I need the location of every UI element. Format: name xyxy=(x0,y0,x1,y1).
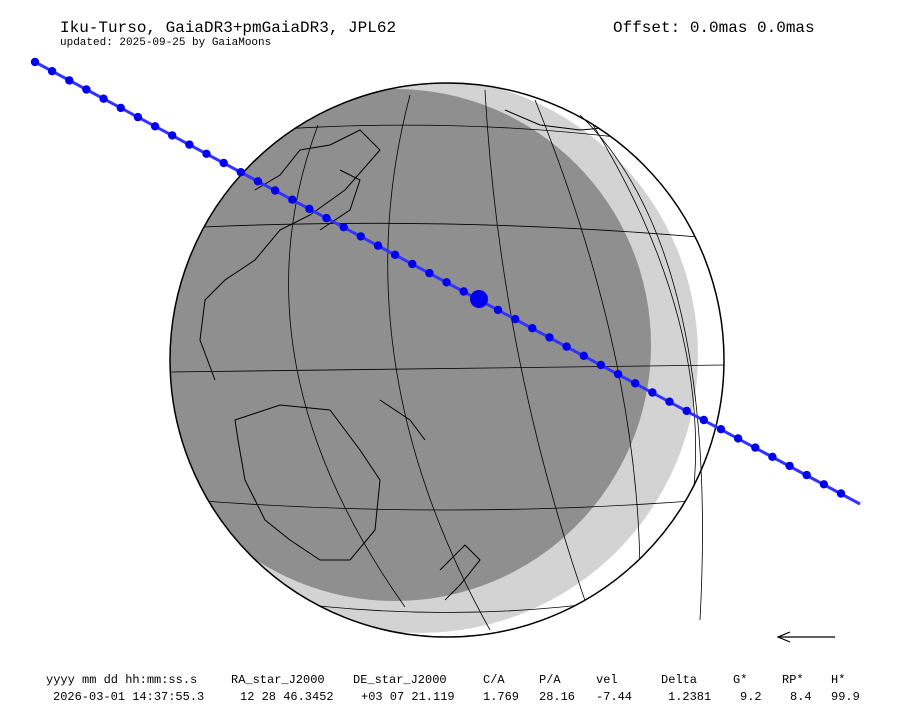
val-ra: 12 28 46.3452 xyxy=(240,690,334,704)
map-subtitle: updated: 2025-09-25 by GaiaMoons xyxy=(60,37,272,49)
path-time-dot xyxy=(339,223,348,232)
arrow-left-icon xyxy=(776,631,835,643)
path-time-dot xyxy=(545,333,554,342)
val-rp: 8.4 xyxy=(790,690,812,704)
path-time-dot xyxy=(408,259,417,269)
path-time-dot xyxy=(562,342,571,351)
path-time-dot xyxy=(733,434,743,443)
path-time-dot xyxy=(253,177,263,186)
val-h: 99.9 xyxy=(831,690,860,704)
graticule xyxy=(170,89,724,631)
path-time-dot xyxy=(785,461,794,471)
path-time-dot xyxy=(373,241,383,250)
val-pa: 28.16 xyxy=(539,690,576,704)
path-time-dot xyxy=(133,112,143,122)
col-de: DE_star_J2000 xyxy=(353,673,447,687)
path-time-dot xyxy=(270,186,280,195)
val-de: +03 07 21.119 xyxy=(361,690,455,704)
night-region xyxy=(170,89,651,601)
path-time-dot xyxy=(219,158,228,168)
path-time-dot xyxy=(648,388,657,397)
path-time-dot xyxy=(596,360,606,370)
map-title: Iku-Turso, GaiaDR3+pmGaiaDR3, JPL62 xyxy=(60,19,397,37)
path-time-dot xyxy=(699,415,708,425)
path-time-dot xyxy=(802,470,811,480)
col-datetime: yyyy mm dd hh:mm:ss.s xyxy=(46,673,198,687)
col-delta: Delta xyxy=(661,673,698,687)
col-rp: RP* xyxy=(782,673,804,687)
path-time-dot xyxy=(613,369,623,379)
path-time-dot xyxy=(390,250,400,259)
col-pa: P/A xyxy=(539,673,561,687)
horizon-limb xyxy=(579,114,703,621)
path-time-dot xyxy=(819,480,829,489)
val-ca: 1.769 xyxy=(483,690,520,704)
val-delta: 1.2381 xyxy=(668,690,712,704)
path-time-dot xyxy=(836,489,846,498)
table-header: yyyy mm dd hh:mm:ss.s RA_star_J2000 DE_s… xyxy=(0,673,900,688)
path-time-dot xyxy=(442,278,451,287)
val-datetime: 2026-03-01 14:37:55.3 xyxy=(53,690,205,704)
col-g: G* xyxy=(733,673,748,687)
path-time-dot xyxy=(82,85,91,94)
path-time-dot xyxy=(665,397,674,406)
path-time-dot xyxy=(631,379,640,388)
path-time-dot xyxy=(47,67,57,76)
path-time-dot xyxy=(65,76,74,85)
path-time-dot xyxy=(682,406,691,416)
val-g: 9.2 xyxy=(740,690,762,704)
col-ca: C/A xyxy=(483,673,505,687)
path-time-dot xyxy=(716,425,726,434)
col-h: H* xyxy=(831,673,846,687)
path-time-dot xyxy=(236,168,245,177)
offset-readout: Offset: 0.0mas 0.0mas xyxy=(613,19,815,37)
path-time-dot xyxy=(425,268,434,278)
path-time-dot xyxy=(30,57,40,67)
path-time-dot xyxy=(493,305,503,315)
path-time-dot xyxy=(768,452,777,461)
path-time-dot xyxy=(322,213,331,223)
path-time-dot xyxy=(185,140,194,149)
path-time-dot xyxy=(459,287,468,296)
table-values: 2026-03-01 14:37:55.3 12 28 46.3452 +03 … xyxy=(0,690,900,705)
col-vel: vel xyxy=(596,673,618,687)
col-ra: RA_star_J2000 xyxy=(231,673,325,687)
val-vel: -7.44 xyxy=(596,690,633,704)
path-time-dot xyxy=(356,232,365,241)
shadow-path-dots xyxy=(30,57,846,498)
globe-outline xyxy=(169,82,725,638)
path-time-dot xyxy=(579,351,588,360)
path-time-dot xyxy=(116,103,126,113)
path-time-dot xyxy=(288,195,297,204)
path-time-dot xyxy=(528,324,537,333)
path-time-dot xyxy=(150,122,160,131)
path-time-dot xyxy=(305,204,314,214)
central-instant-marker xyxy=(470,290,488,308)
path-time-dot xyxy=(202,149,211,158)
coastlines xyxy=(199,109,641,601)
path-time-dot xyxy=(511,314,520,324)
path-time-dot xyxy=(751,443,760,452)
path-time-dot xyxy=(99,94,108,103)
path-time-dot xyxy=(168,131,177,140)
